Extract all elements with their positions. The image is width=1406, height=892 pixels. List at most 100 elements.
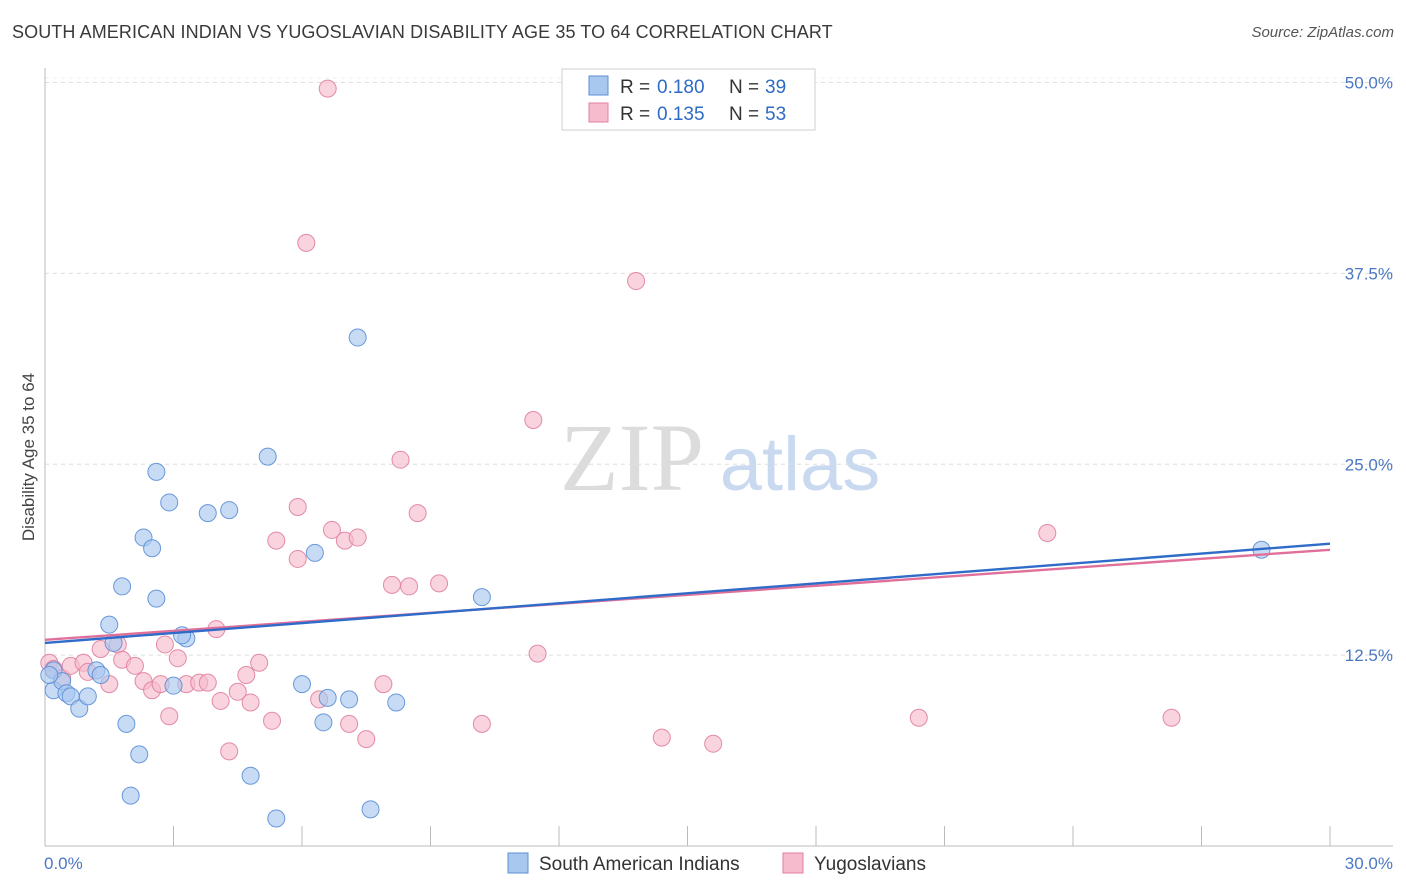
point-south-american-indians	[472, 588, 491, 607]
legend-swatch-yugoslavians	[588, 102, 609, 123]
point-south-american-indians	[160, 493, 179, 512]
point-yugoslavians	[391, 450, 410, 469]
point-south-american-indians	[258, 447, 277, 466]
point-south-american-indians	[40, 665, 59, 684]
legend-n-value-1: 53	[765, 104, 786, 125]
point-yugoslavians	[524, 410, 543, 429]
point-yugoslavians	[374, 675, 393, 694]
legend-n-value-0: 39	[765, 77, 786, 98]
point-south-american-indians	[348, 328, 367, 347]
series-yugoslavians-points	[40, 79, 1181, 761]
point-yugoslavians	[297, 233, 316, 252]
y-tick-label: 37.5%	[1345, 264, 1393, 283]
point-south-american-indians	[361, 800, 380, 819]
legend-bottom-swatch-yugoslavians	[782, 852, 804, 874]
point-yugoslavians	[909, 708, 928, 727]
point-south-american-indians	[147, 462, 166, 481]
gridlines	[45, 77, 1393, 656]
point-south-american-indians	[70, 699, 89, 718]
point-south-american-indians	[117, 714, 136, 733]
y-axis-label: Disability Age 35 to 64	[19, 373, 38, 541]
point-yugoslavians	[220, 742, 239, 761]
point-south-american-indians	[78, 687, 97, 706]
x-tick-label-max: 30.0%	[1345, 854, 1393, 873]
point-yugoslavians	[627, 272, 646, 291]
chart-title: SOUTH AMERICAN INDIAN VS YUGOSLAVIAN DIS…	[12, 22, 833, 42]
point-south-american-indians	[318, 688, 337, 707]
point-yugoslavians	[704, 734, 723, 753]
point-south-american-indians	[314, 713, 333, 732]
legend-bottom-swatch-south-american-indians	[507, 852, 529, 874]
watermark-zip: ZIP	[560, 404, 704, 511]
legend-bottom: South American Indians Yugoslavians	[507, 852, 926, 875]
point-yugoslavians	[318, 79, 337, 98]
point-south-american-indians	[130, 745, 149, 764]
legend-r-value-0: 0.180	[657, 77, 705, 98]
point-yugoslavians	[382, 575, 401, 594]
point-yugoslavians	[408, 504, 427, 523]
legend-r-value-1: 0.135	[657, 104, 705, 125]
point-yugoslavians	[160, 707, 179, 726]
point-yugoslavians	[528, 644, 547, 663]
point-yugoslavians	[1038, 523, 1057, 542]
point-yugoslavians	[322, 520, 341, 539]
point-yugoslavians	[155, 635, 174, 654]
trend-lines	[44, 542, 1331, 645]
point-yugoslavians	[125, 656, 144, 675]
point-south-american-indians	[113, 577, 132, 596]
legend-n-label-1: N =	[729, 104, 759, 125]
legend-top: R = 0.180 N = 39 R = 0.135 N = 53	[561, 68, 816, 131]
point-yugoslavians	[340, 714, 359, 733]
x-tick-label-min: 0.0%	[44, 854, 83, 873]
point-south-american-indians	[164, 676, 183, 695]
point-south-american-indians	[387, 693, 406, 712]
point-yugoslavians	[168, 649, 187, 668]
trend-line-south-american-indians	[44, 542, 1331, 645]
trend-line-yugoslavians	[44, 548, 1331, 642]
point-yugoslavians	[237, 665, 256, 684]
point-south-american-indians	[100, 615, 119, 634]
point-south-american-indians	[267, 809, 286, 828]
point-south-american-indians	[220, 501, 239, 520]
point-south-american-indians	[143, 539, 162, 558]
point-yugoslavians	[652, 728, 671, 747]
point-south-american-indians	[91, 665, 110, 684]
legend-bottom-label-south-american-indians: South American Indians	[539, 854, 740, 875]
legend-swatch-south-american-indians	[588, 75, 609, 96]
point-south-american-indians	[340, 690, 359, 709]
y-tick-labels: 12.5% 25.0% 37.5% 50.0%	[1345, 74, 1393, 666]
point-yugoslavians	[1162, 708, 1181, 727]
point-south-american-indians	[293, 675, 311, 694]
point-yugoslavians	[430, 574, 449, 593]
point-yugoslavians	[267, 531, 286, 550]
point-south-american-indians	[121, 786, 140, 805]
legend-bottom-label-yugoslavians: Yugoslavians	[814, 854, 926, 875]
legend-r-label-0: R =	[620, 77, 650, 98]
source-label: Source: ZipAtlas.com	[1251, 24, 1394, 41]
point-yugoslavians	[472, 714, 491, 733]
point-south-american-indians	[198, 504, 217, 523]
point-yugoslavians	[400, 577, 419, 596]
point-yugoslavians	[348, 528, 367, 547]
legend-n-label-0: N =	[729, 77, 759, 98]
point-yugoslavians	[357, 730, 376, 749]
x-ticks	[44, 826, 1331, 846]
y-tick-label: 12.5%	[1345, 646, 1393, 665]
legend-r-label-1: R =	[620, 104, 650, 125]
point-yugoslavians	[263, 711, 282, 730]
point-yugoslavians	[211, 691, 230, 710]
series-south-american-indians-points	[40, 328, 1271, 828]
point-south-american-indians	[241, 766, 260, 785]
point-yugoslavians	[228, 682, 247, 701]
y-tick-label: 50.0%	[1345, 74, 1393, 93]
point-yugoslavians	[250, 653, 269, 672]
point-yugoslavians	[241, 693, 260, 712]
axes	[44, 68, 1393, 847]
point-yugoslavians	[288, 498, 307, 517]
point-yugoslavians	[288, 549, 307, 568]
point-south-american-indians	[305, 543, 324, 562]
point-yugoslavians	[198, 673, 217, 692]
y-tick-label: 25.0%	[1345, 455, 1393, 474]
point-south-american-indians	[147, 589, 166, 608]
